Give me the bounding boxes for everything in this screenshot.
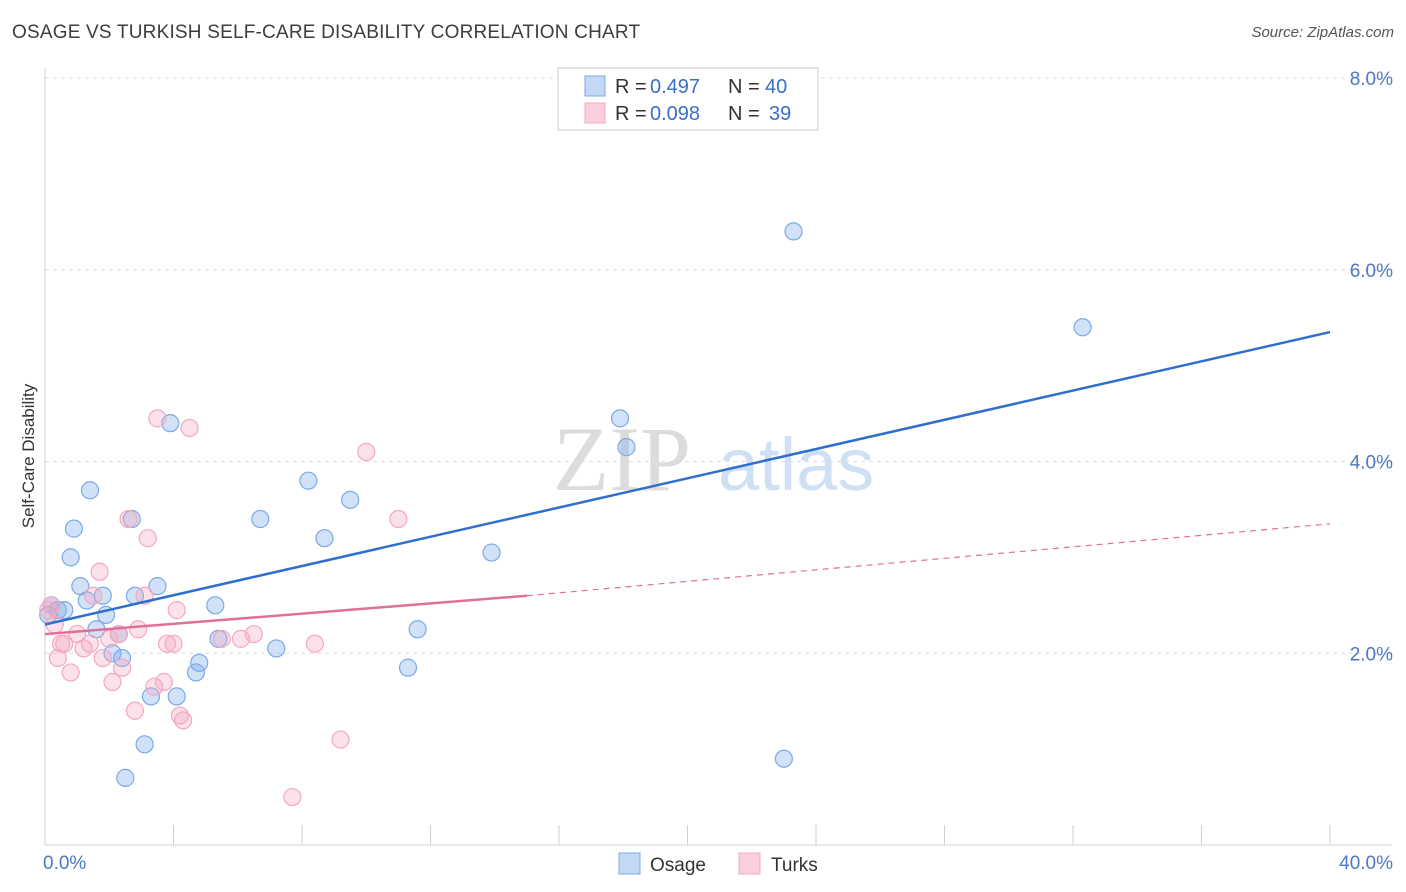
point-osage-22: [186, 663, 206, 682]
trend-line-dashed-turks: [526, 523, 1331, 597]
trend-line-osage: [44, 330, 1331, 626]
series-swatch-osage: [618, 852, 641, 875]
point-osage-4: [64, 519, 84, 538]
y-tick-labels: 2.0% 4.0% 6.0% 8.0%: [1350, 69, 1393, 665]
point-osage-30: [341, 490, 360, 509]
point-osage-3: [61, 548, 80, 567]
point-turks-30: [180, 418, 199, 438]
y-tick-label-2: 6.0%: [1350, 261, 1393, 282]
point-turks-1: [42, 596, 61, 615]
point-turks-36: [331, 730, 350, 749]
point-osage-38: [1073, 318, 1092, 337]
y-tick-label-1: 4.0%: [1350, 453, 1393, 474]
series-label-turks: Turks: [771, 855, 818, 876]
point-turks-5: [55, 634, 74, 653]
point-turks-23: [148, 409, 167, 428]
point-turks-19: [129, 620, 148, 639]
point-turks-35: [305, 634, 324, 653]
grid-lines: [45, 77, 1392, 654]
point-turks-18: [125, 701, 145, 720]
point-osage-19: [148, 577, 167, 596]
point-turks-11: [90, 562, 109, 581]
point-osage-14: [116, 768, 135, 787]
point-turks-16: [112, 658, 132, 677]
point-osage-17: [135, 735, 154, 754]
watermark: ZIP atlas: [553, 408, 874, 510]
point-turks-14: [103, 672, 122, 692]
point-osage-7: [80, 481, 100, 500]
chart-axes: [44, 68, 1392, 846]
point-turks-22: [145, 677, 164, 696]
trend-lines: [44, 330, 1331, 636]
chart-source: Source: ZipAtlas.com: [1251, 24, 1394, 41]
series-swatch-turks: [738, 852, 761, 875]
x-tick-label-max: 40.0%: [1339, 853, 1393, 874]
point-osage-31: [398, 658, 418, 677]
trend-line-turks: [44, 594, 527, 636]
legend-r-osage: 0.497: [650, 76, 700, 98]
y-tick-label-0: 2.0%: [1350, 644, 1393, 665]
legend-swatch-osage: [584, 75, 606, 97]
point-osage-11: [103, 644, 122, 663]
point-turks-15: [109, 624, 128, 644]
point-turks-29: [174, 711, 193, 730]
data-points: [39, 222, 1092, 807]
legend-r-label-turks: R =: [615, 103, 647, 125]
watermark-atlas: atlas: [718, 423, 874, 506]
legend-r-label-osage: R =: [615, 76, 647, 98]
point-osage-35: [617, 438, 636, 457]
point-turks-31: [212, 629, 231, 648]
point-osage-29: [315, 529, 334, 548]
legend-n-turks: 39: [769, 103, 791, 125]
point-osage-26: [251, 509, 270, 529]
point-turks-13: [100, 629, 119, 648]
point-osage-37: [784, 222, 803, 241]
point-turks-28: [170, 706, 190, 725]
point-osage-34: [610, 409, 630, 428]
point-turks-33: [244, 624, 263, 644]
point-turks-37: [357, 442, 376, 462]
y-axis-title: Self-Care Disability: [19, 383, 38, 528]
point-osage-24: [206, 596, 225, 615]
chart-title: OSAGE VS TURKISH SELF-CARE DISABILITY CO…: [12, 22, 641, 43]
point-osage-27: [267, 639, 286, 658]
point-osage-32: [408, 620, 427, 639]
x-tick-labels: 0.0% 40.0%: [43, 853, 1393, 874]
point-turks-34: [283, 787, 302, 807]
series-legend: Osage Turks: [618, 852, 818, 876]
point-turks-27: [167, 601, 186, 620]
point-turks-21: [138, 529, 157, 548]
point-osage-36: [774, 749, 793, 768]
point-turks-24: [154, 672, 173, 692]
point-osage-9: [93, 586, 112, 605]
point-turks-9: [80, 634, 100, 653]
point-osage-28: [299, 471, 318, 490]
point-osage-21: [167, 687, 186, 706]
point-osage-18: [141, 687, 161, 706]
x-tick-label-min: 0.0%: [43, 853, 86, 874]
stats-legend: R = 0.497 N = 40 R = 0.098 N = 39: [557, 67, 819, 131]
point-osage-13: [112, 648, 132, 668]
point-turks-17: [119, 509, 138, 529]
point-turks-26: [164, 634, 183, 653]
point-turks-25: [157, 634, 177, 653]
point-turks-6: [61, 663, 80, 682]
point-osage-33: [482, 543, 501, 562]
point-osage-23: [190, 653, 209, 672]
legend-n-label-osage: N =: [728, 76, 760, 98]
point-turks-12: [93, 648, 112, 668]
legend-r-turks: 0.098: [650, 103, 700, 125]
legend-swatch-turks: [584, 102, 606, 124]
point-turks-10: [84, 586, 103, 605]
legend-n-osage: 40: [765, 76, 787, 98]
y-tick-label-3: 8.0%: [1350, 69, 1393, 90]
series-label-osage: Osage: [650, 855, 706, 876]
legend-n-label-turks: N =: [728, 103, 760, 125]
point-turks-38: [389, 509, 408, 529]
